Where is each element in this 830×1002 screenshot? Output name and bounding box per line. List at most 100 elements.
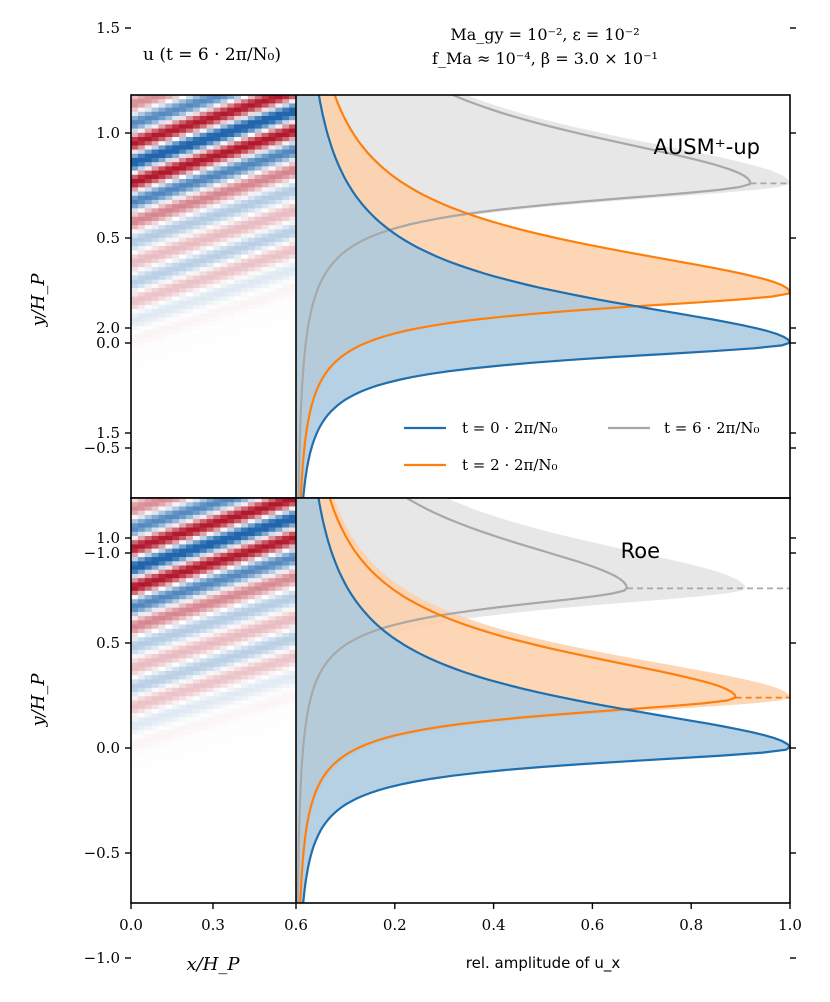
heatmap-cell (268, 460, 276, 466)
heatmap-cell (151, 174, 160, 180)
heatmap-cell (282, 141, 290, 146)
heatmap-cell (261, 296, 270, 302)
heatmap-cell (179, 237, 187, 243)
heatmap-cell (172, 237, 180, 243)
heatmap-cell (234, 780, 242, 786)
heatmap-cell (234, 170, 242, 176)
heatmap-cell (289, 481, 297, 487)
heatmap-cell (144, 414, 153, 419)
heatmap-cell (151, 363, 160, 369)
heatmap-cell (220, 700, 228, 706)
heatmap-cell (261, 742, 270, 748)
heatmap-cell (268, 309, 276, 314)
heatmap-cell (172, 784, 180, 790)
heatmap-cell (186, 755, 194, 761)
heatmap-cell (158, 810, 166, 816)
heatmap-cell (206, 738, 215, 744)
heatmap-cell (289, 367, 297, 373)
heatmap-cell (206, 624, 215, 630)
heatmap-cell (144, 801, 153, 807)
heatmap-cell (247, 789, 256, 794)
heatmap-cell (247, 776, 256, 782)
heatmap-cell (234, 212, 242, 218)
heatmap-cell (213, 670, 221, 676)
heatmap-cell (158, 641, 166, 647)
heatmap-cell (261, 267, 270, 272)
heatmap-cell (179, 191, 187, 197)
heatmap-cell (227, 565, 235, 571)
heatmap-cell (220, 460, 228, 466)
heatmap-cell (234, 401, 242, 407)
heatmap-cell (192, 451, 201, 457)
heatmap-cell (172, 582, 180, 588)
heatmap-cell (247, 296, 256, 302)
heatmap-cell (261, 624, 270, 630)
heatmap-cell (247, 174, 256, 180)
heatmap-cell (234, 351, 242, 356)
heatmap-cell (289, 852, 297, 858)
heatmap-cell (282, 810, 290, 816)
heatmap-cell (289, 561, 297, 567)
heatmap-cell (268, 288, 276, 293)
heatmap-cell (206, 540, 215, 546)
heatmap-cell (206, 670, 215, 676)
heatmap-cell (131, 582, 139, 588)
heatmap-cell (151, 548, 160, 554)
heatmap-cell (186, 174, 194, 180)
heatmap-cell (165, 338, 173, 344)
heatmap-cell (158, 860, 166, 866)
heatmap-cell (213, 153, 221, 159)
heatmap-cell (254, 582, 263, 588)
heatmap-cell (151, 582, 160, 588)
heatmap-cell (131, 523, 139, 529)
heatmap-cell (268, 191, 276, 197)
heatmap-cell (186, 649, 194, 655)
heatmap-cell (179, 149, 187, 155)
heatmap-cell (165, 376, 173, 382)
heatmap-cell (144, 271, 153, 277)
heatmap-cell (144, 763, 153, 769)
heatmap-cell (282, 397, 290, 403)
heatmap-cell (227, 376, 235, 382)
heatmap-cell (261, 683, 270, 689)
heatmap-cell (186, 658, 194, 664)
heatmap-cell (158, 569, 166, 575)
heatmap-cell (151, 250, 160, 256)
heatmap-cell (247, 527, 256, 533)
heatmap-cell (241, 586, 249, 592)
heatmap-cell (289, 393, 297, 398)
heatmap-cell (227, 637, 235, 643)
heatmap-cell (268, 865, 276, 870)
heatmap-cell (213, 827, 221, 832)
heatmap-cell (282, 325, 290, 331)
heatmap-cell (275, 780, 283, 786)
heatmap-cell (151, 393, 160, 398)
heatmap-cell (137, 472, 146, 478)
heatmap-cell (261, 822, 270, 828)
heatmap-cell (282, 409, 290, 415)
heatmap-cell (144, 195, 153, 201)
heatmap-cell (268, 132, 276, 138)
heatmap-cell (261, 342, 270, 348)
heatmap-cell (254, 692, 263, 697)
heatmap-cell (213, 759, 221, 765)
heatmap-cell (206, 506, 215, 512)
heatmap-cell (247, 565, 256, 571)
heatmap-cell (192, 590, 201, 596)
heatmap-cell (289, 388, 297, 394)
heatmap-cell (220, 548, 228, 554)
heatmap-cell (151, 801, 160, 807)
heatmap-cell (179, 548, 187, 554)
heatmap-cell (247, 241, 256, 247)
heatmap-cell (172, 149, 180, 155)
heatmap-cell (213, 351, 221, 356)
heatmap-cell (247, 645, 256, 651)
heatmap-cell (220, 178, 228, 184)
heatmap-cell (192, 569, 201, 575)
heatmap-cell (165, 708, 173, 714)
heatmap-cell (206, 191, 215, 197)
heatmap-cell (268, 376, 276, 382)
heatmap-cell (275, 183, 283, 188)
heatmap-cell (275, 839, 283, 845)
heatmap-cell (192, 296, 201, 302)
